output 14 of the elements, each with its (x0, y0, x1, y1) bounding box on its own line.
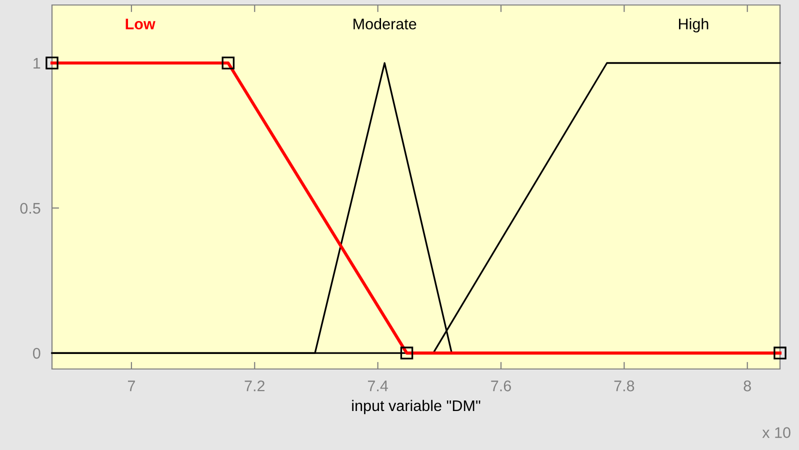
x-tick-label: 7.4 (368, 380, 388, 392)
y-tick-label: 1 (34, 58, 40, 69)
x-tick-label: 7.2 (244, 380, 264, 392)
text: Low (126, 18, 156, 30)
x-tick-label: 7.6 (491, 380, 511, 392)
text: Moderate (354, 18, 416, 30)
x-tick-label: 7.8 (614, 380, 634, 392)
text: High (679, 18, 708, 32)
x-tick-label: 7 (128, 380, 135, 392)
text: x 10 (762, 427, 790, 438)
y-tick-label: 0 (32, 348, 40, 359)
y-tick-label: 0.5 (20, 202, 40, 214)
x-axis-title: input variable "DM" (352, 400, 480, 414)
x-tick-label: 8 (744, 380, 751, 392)
